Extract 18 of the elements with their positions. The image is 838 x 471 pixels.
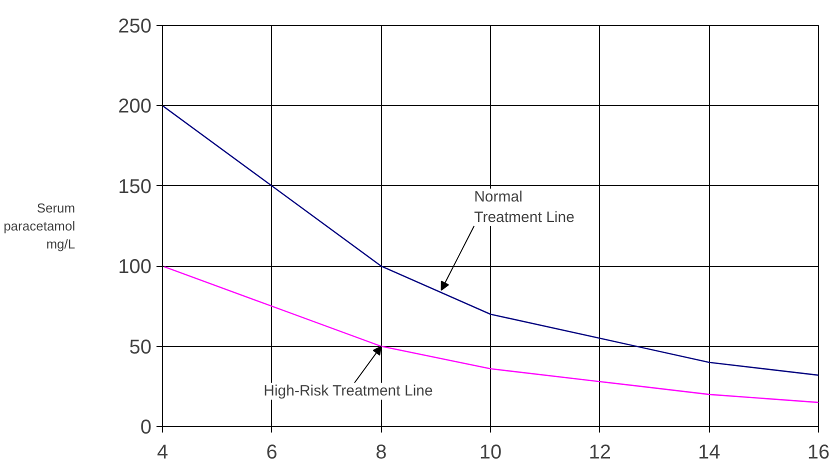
x-tick-label: 4 bbox=[156, 442, 168, 464]
y-tick-label: 0 bbox=[140, 416, 152, 438]
line-series bbox=[162, 105, 818, 376]
x-tick-label: 8 bbox=[376, 442, 387, 464]
y-tick-label: 100 bbox=[118, 256, 152, 278]
line-series bbox=[162, 265, 818, 404]
annotation: High-Risk Treatment Line bbox=[264, 382, 433, 400]
x-tick-label: 14 bbox=[698, 442, 720, 464]
y-tick-label: 50 bbox=[129, 336, 152, 358]
y-tick-label: 150 bbox=[118, 176, 152, 198]
y-tick-label: 200 bbox=[118, 96, 152, 118]
x-tick-label: 6 bbox=[266, 442, 278, 464]
y-axis-title: Serum paracetamol mg/L bbox=[4, 200, 76, 252]
annotation: Normal Treatment Line bbox=[474, 188, 574, 226]
x-tick-label: 12 bbox=[588, 442, 611, 464]
x-tick-label: 16 bbox=[807, 442, 830, 464]
y-tick-label: 250 bbox=[118, 16, 152, 38]
x-tick-label: 10 bbox=[479, 442, 502, 464]
